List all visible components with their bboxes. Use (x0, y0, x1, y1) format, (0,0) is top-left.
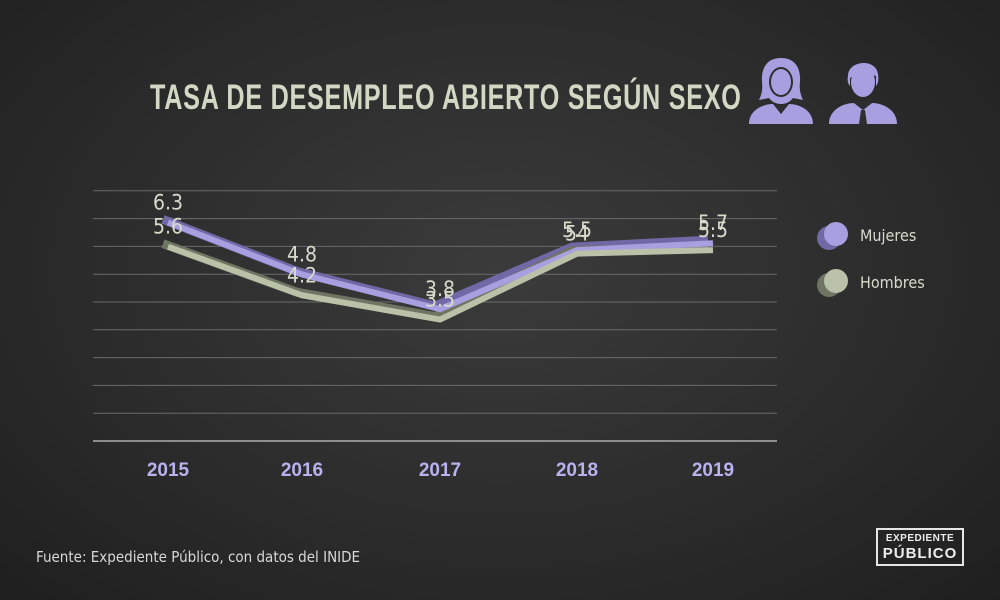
data-label-mujeres: 3.8 (425, 277, 455, 301)
x-tick-label: 2017 (419, 460, 461, 481)
logo-line-2: PÚBLICO (882, 545, 958, 562)
data-label-hombres: 54 (565, 222, 589, 246)
x-tick-label: 2015 (147, 460, 190, 481)
legend-marker-mujeres (824, 222, 848, 246)
female-person-icon (749, 58, 813, 124)
data-label-mujeres: 5.7 (698, 211, 728, 235)
source-note: Fuente: Expediente Público, con datos de… (36, 548, 361, 566)
x-tick-label: 2016 (281, 460, 323, 481)
data-label-mujeres: 4.8 (287, 242, 317, 266)
data-label-hombres: 3.5 (425, 288, 455, 312)
legend-marker-hombres (824, 269, 848, 293)
logo-line-1: EXPEDIENTE (885, 533, 955, 544)
data-label-hombres: 4.2 (287, 263, 317, 287)
series-line-hombres (166, 243, 714, 323)
data-label-hombres: 5.6 (153, 215, 183, 239)
male-person-icon (829, 62, 897, 126)
data-label-mujeres: 5.5 (562, 218, 592, 242)
x-tick-label: 2019 (692, 460, 734, 481)
expediente-publico-logo: EXPEDIENTE PÚBLICO (876, 528, 964, 566)
data-label-hombres: 5.5 (698, 218, 728, 242)
data-label-mujeres: 6.3 (153, 190, 183, 214)
legend-label-mujeres: Mujeres (860, 226, 916, 245)
x-tick-label: 2018 (556, 460, 598, 481)
series-line-mujeres (166, 219, 714, 313)
legend-label-hombres: Hombres (860, 273, 925, 292)
